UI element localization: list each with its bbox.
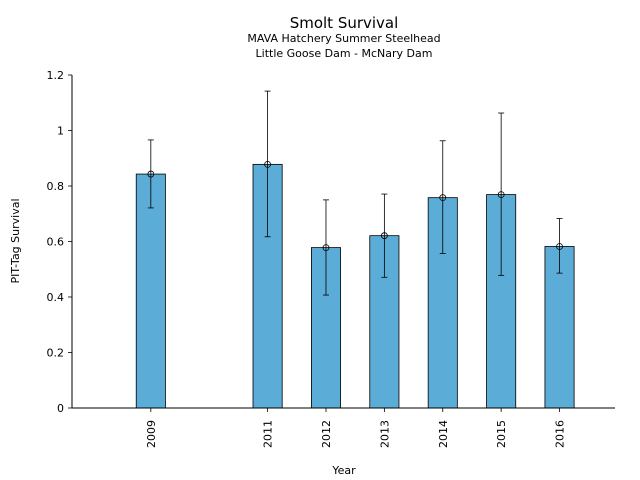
y-tick-label-5: 1 (57, 125, 64, 138)
x-ticks-group: 2009 2011 2012 2013 2014 2015 2016 (145, 408, 567, 448)
point-2016 (556, 243, 563, 250)
point-2014 (439, 194, 447, 202)
x-tick-label-2013: 2013 (378, 420, 391, 448)
point-2013 (380, 232, 388, 240)
x-tick-label-2011: 2011 (262, 420, 275, 448)
x-axis-label: Year (331, 464, 356, 477)
x-tick-label-2009: 2009 (145, 420, 158, 448)
x-tick-label-2015: 2015 (495, 420, 508, 448)
x-tick-label-2016: 2016 (554, 420, 567, 448)
error-bars-group (147, 90, 563, 296)
bar-2009 (135, 173, 166, 409)
point-2011 (264, 160, 271, 168)
point-2012 (322, 244, 330, 252)
bars-group (135, 163, 575, 409)
point-2015 (497, 191, 505, 199)
y-tick-label-6: 1.2 (47, 69, 65, 82)
x-tick-label-2012: 2012 (320, 420, 333, 448)
y-ticks-group: 0 0.2 0.4 0.6 0.8 1 1.2 (47, 69, 72, 415)
chart-title: Smolt Survival (290, 14, 399, 32)
y-tick-label-3: 0.6 (47, 236, 65, 249)
y-axis-label: PIT-Tag Survival (9, 198, 22, 283)
y-tick-label-4: 0.8 (47, 180, 65, 193)
y-tick-label-2: 0.4 (47, 291, 65, 304)
y-tick-label-0: 0 (57, 402, 64, 415)
x-tick-label-2014: 2014 (437, 420, 450, 448)
chart-subtitle-line-1: MAVA Hatchery Summer Steelhead (247, 32, 440, 45)
y-tick-label-1: 0.2 (47, 347, 65, 360)
point-2009 (147, 170, 155, 178)
chart-subtitle-line-2: Little Goose Dam - McNary Dam (256, 47, 433, 60)
